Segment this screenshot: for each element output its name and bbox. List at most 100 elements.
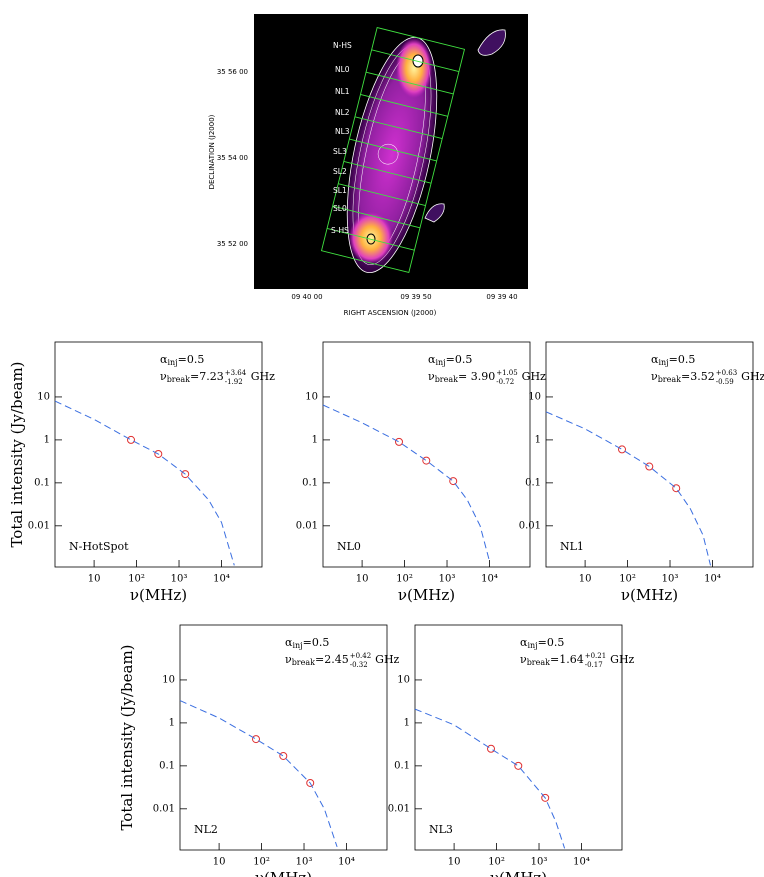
- north-hotspot: [396, 38, 432, 98]
- region-grid: [320, 26, 466, 274]
- alpha-value: =0.5: [303, 636, 330, 649]
- x-tick-label: 10²: [488, 857, 505, 868]
- alpha-value: =0.5: [538, 636, 565, 649]
- y-tick-label: 0.01: [28, 520, 50, 531]
- x-tick-label: 10⁴: [481, 574, 498, 585]
- break-error-minus: -0.59: [716, 378, 734, 386]
- data-point: [672, 484, 681, 493]
- break-unit: GHz: [375, 653, 399, 666]
- data-point: [449, 477, 458, 486]
- y-tick-label: 0.1: [302, 477, 318, 488]
- alpha-annotation: αinj=0.5: [285, 636, 329, 650]
- x-tick-label: 10³: [171, 574, 188, 585]
- break-value: =1.64: [550, 653, 584, 666]
- x-tick-label: 10³: [531, 857, 548, 868]
- y-axis-label: Total intensity (Jy/beam): [8, 361, 26, 547]
- break-error-minus: -0.17: [585, 661, 603, 669]
- break-sub: break: [167, 375, 190, 384]
- break-value: =3.52: [681, 370, 715, 383]
- alpha-annotation: αinj=0.5: [651, 353, 695, 367]
- data-point: [279, 751, 288, 760]
- break-unit: GHz: [741, 370, 764, 383]
- break-annotation: νbreak=2.45: [285, 653, 349, 667]
- region-label: NL1: [335, 87, 350, 96]
- break-unit: GHz: [251, 370, 275, 383]
- break-sub: break: [292, 658, 315, 667]
- panel: 10 1 0.1 0.01 10 10² 10³ 10⁴ ν(MHz) Total intensi…: [8, 341, 275, 604]
- model-curve: [54, 400, 235, 566]
- x-tick-label: 10⁴: [704, 574, 721, 585]
- break-value: = 3.90: [458, 370, 495, 383]
- y-tick-label: 0.1: [394, 760, 410, 771]
- break-annotation: νbreak=1.64: [520, 653, 584, 667]
- panel-label: N-HotSpot: [69, 540, 129, 553]
- x-tick-label: 10: [213, 857, 226, 868]
- ra-tick-label: 09 40 00: [291, 293, 322, 301]
- alpha-value: =0.5: [178, 353, 205, 366]
- y-axis-label: Total intensity (Jy/beam): [118, 644, 136, 830]
- plot-frame: [545, 341, 754, 568]
- panel-label: NL0: [337, 540, 361, 553]
- break-annotation: νbreak= 3.90: [428, 370, 495, 384]
- x-tick-label: 10²: [253, 857, 270, 868]
- plot-frame: [54, 341, 263, 568]
- x-tick-label: 10²: [619, 574, 636, 585]
- alpha-annotation: αinj=0.5: [520, 636, 564, 650]
- x-tick-label: 10³: [296, 857, 313, 868]
- x-tick-label: 10⁴: [213, 574, 230, 585]
- ra-tick-label: 09 39 50: [400, 293, 431, 301]
- region-label: N-HS: [333, 41, 352, 50]
- data-point: [514, 761, 523, 770]
- region-label: NL3: [335, 127, 350, 136]
- y-tick-label: 0.1: [525, 477, 541, 488]
- y-tick-label: 1: [44, 434, 50, 445]
- y-tick-label: 1: [312, 434, 318, 445]
- model-curve: [322, 404, 490, 562]
- region-label: SL0: [333, 204, 347, 213]
- x-tick-label: 10⁴: [338, 857, 355, 868]
- region-label: NL0: [335, 65, 350, 74]
- data-point: [252, 735, 261, 744]
- break-annotation: νbreak=7.23: [160, 370, 224, 384]
- x-axis-label: ν(MHz): [255, 869, 312, 877]
- break-error-plus: +3.64: [225, 369, 247, 377]
- data-point: [154, 449, 163, 458]
- alpha-sub: inj: [435, 358, 445, 367]
- alpha-annotation: αinj=0.5: [160, 353, 204, 367]
- y-tick-label: 1: [535, 434, 541, 445]
- y-tick-label: 0.1: [159, 760, 175, 771]
- data-point: [541, 793, 550, 802]
- x-tick-label: 10³: [439, 574, 456, 585]
- alpha-annotation: αinj=0.5: [428, 353, 472, 367]
- y-tick-label: 10: [528, 391, 541, 402]
- break-symbol: ν: [285, 653, 292, 666]
- model-curve: [545, 411, 711, 566]
- break-unit: GHz: [610, 653, 634, 666]
- panel-label: NL3: [429, 823, 453, 836]
- south-peak: [366, 233, 376, 245]
- y-tick-label: 0.01: [296, 520, 318, 531]
- break-value: =2.45: [315, 653, 349, 666]
- break-error-minus: -0.32: [350, 661, 368, 669]
- region-label: SL2: [333, 167, 347, 176]
- region-label: S-HS: [331, 226, 349, 235]
- dec-tick-label: 35 56 00: [217, 68, 248, 76]
- break-symbol: ν: [160, 370, 167, 383]
- data-point: [487, 744, 496, 753]
- x-tick-label: 10: [88, 574, 101, 585]
- panel: 10 1 0.1 0.01 10 10² 10³ 10⁴ ν(MHz) NL1 αinj=0.5 νb…: [519, 341, 764, 604]
- data-point: [127, 435, 136, 444]
- x-tick-label: 10: [356, 574, 369, 585]
- x-axis-label: ν(MHz): [130, 586, 187, 604]
- break-error-minus: -1.92: [225, 378, 243, 386]
- radio-image: N-HS NL0 NL1 NL2 NL3 SL3 SL2 SL1 SL0 S-H…: [208, 14, 528, 317]
- plot-frame: [414, 624, 623, 851]
- break-symbol: ν: [520, 653, 527, 666]
- dec-tick-label: 35 54 00: [217, 154, 248, 162]
- y-tick-label: 0.01: [519, 520, 541, 531]
- x-tick-label: 10: [579, 574, 592, 585]
- y-tick-label: 1: [404, 717, 410, 728]
- alpha-value: =0.5: [446, 353, 473, 366]
- panel-label: NL2: [194, 823, 218, 836]
